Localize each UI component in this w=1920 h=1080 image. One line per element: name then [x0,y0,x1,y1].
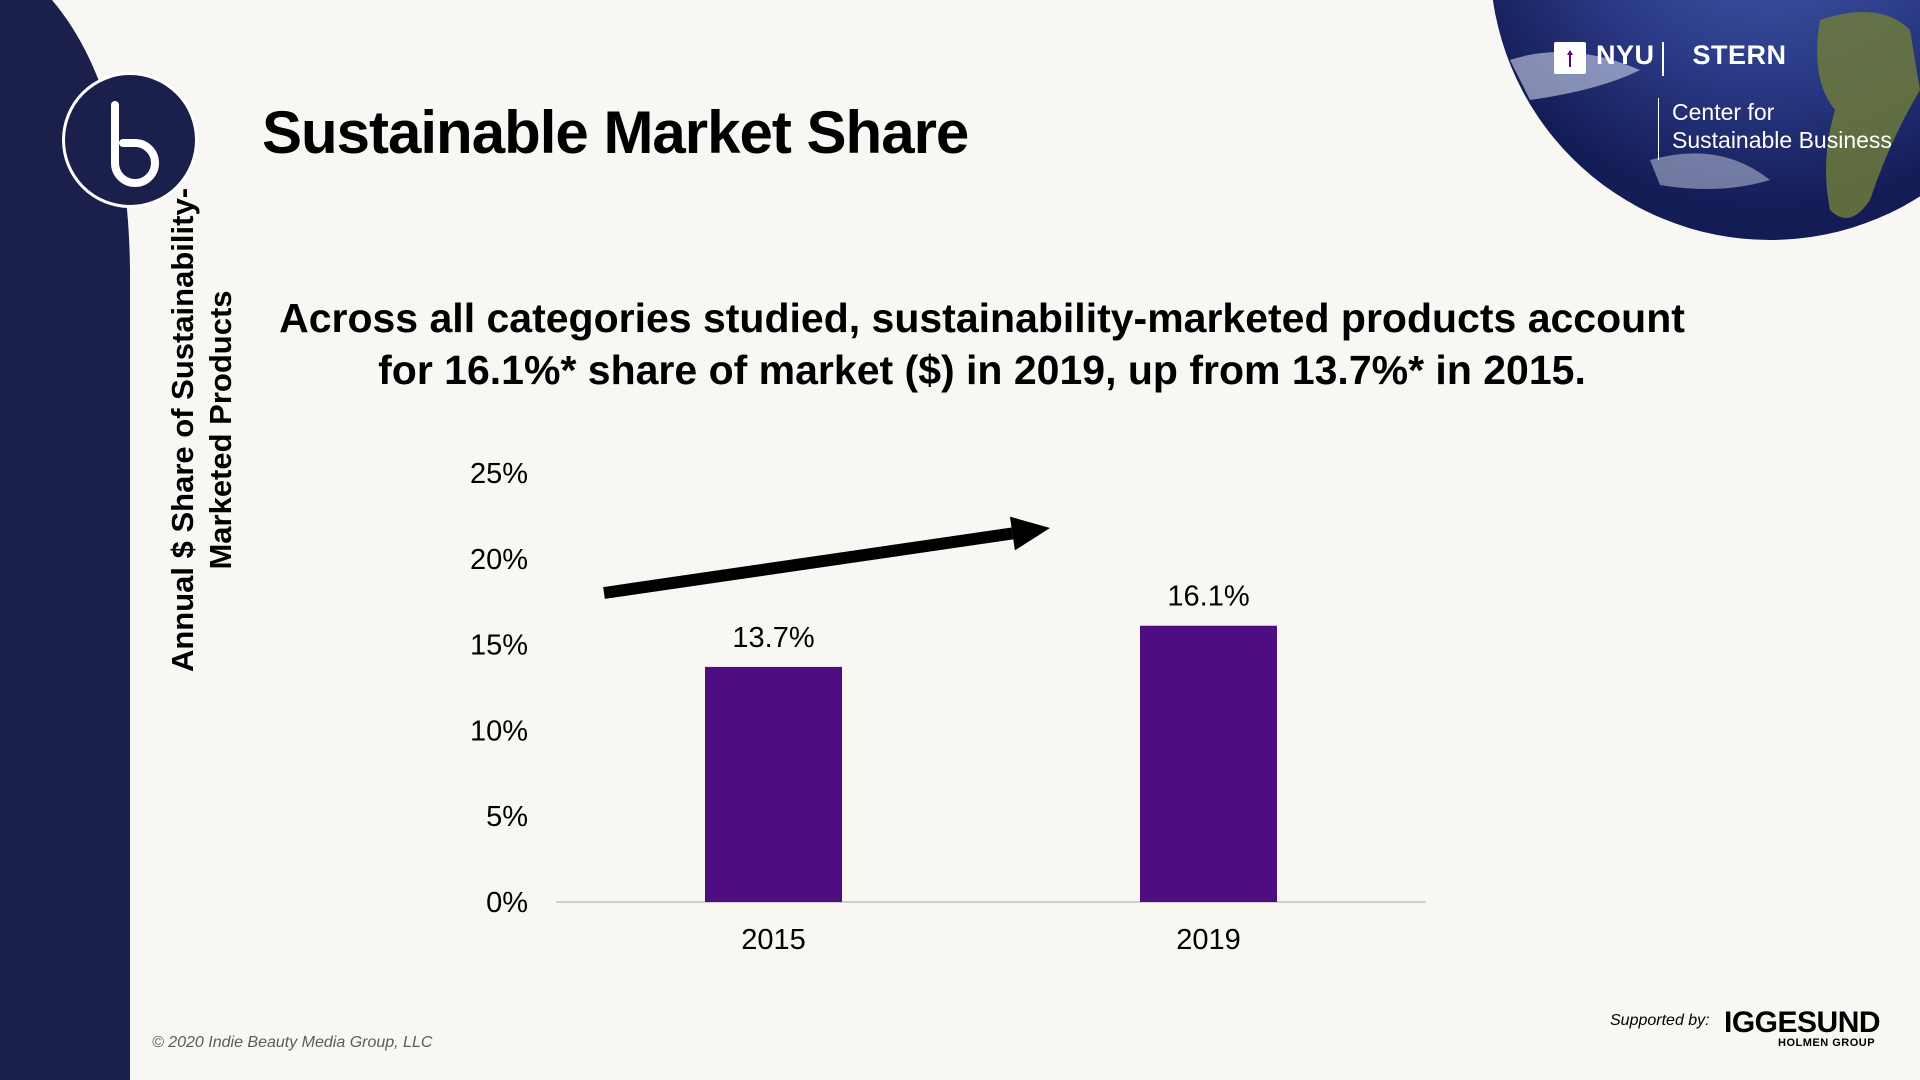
nyu-center-divider [1658,98,1659,160]
bar-chart: 0% 5% 10% 15% 20% 25% 13.7% 2015 16.1% 2019 [470,458,1426,956]
nyu-name: NYU [1596,40,1655,70]
trend-arrow-head [1009,516,1050,551]
nyu-torch-icon [1554,42,1586,74]
supported-by-label: Supported by: [1610,1012,1710,1029]
bar [1140,625,1277,902]
y-tick-label: 5% [486,801,528,833]
nyu-school: STERN [1692,40,1787,70]
y-axis-label: Annual $ Share of Sustainability-Markete… [165,187,238,673]
nyu-globe [1492,0,1920,240]
globe-land [1817,12,1920,218]
x-tick-label: 2019 [1176,924,1241,956]
page-title: Sustainable Market Share [262,99,969,166]
trend-arrow-line [603,527,1014,599]
nyu-center-line2: Sustainable Business [1672,127,1892,153]
data-label: 13.7% [732,622,814,654]
y-tick-label: 10% [470,715,528,747]
chart-headline: Across all categories studied, sustainab… [279,295,1685,393]
x-tick-label: 2015 [741,924,806,956]
y-tick-label: 20% [470,544,528,576]
bar [705,666,842,902]
nyu-center-line1: Center for [1672,99,1775,125]
brand-logo [62,72,198,208]
copyright-footer: © 2020 Indie Beauty Media Group, LLC [152,1034,433,1051]
globe-cloud-2 [1650,153,1770,189]
nyu-wordmark: NYU STERN [1596,40,1787,71]
y-tick-label: 15% [470,630,528,662]
sidebar-shape [0,0,130,1080]
globe-cloud [1510,52,1640,100]
brand-logo-icon [111,101,159,187]
nyu-divider [1662,42,1664,76]
nyu-center-name: Center for Sustainable Business [1672,98,1912,154]
sponsor-subtitle: HOLMEN GROUP [1778,1037,1876,1049]
left-sidebar [0,0,130,1080]
y-tick-label: 25% [470,458,528,490]
sponsor-logo: IGGESUND [1724,1006,1881,1039]
y-tick-label: 0% [486,887,528,919]
data-label: 16.1% [1167,581,1249,613]
